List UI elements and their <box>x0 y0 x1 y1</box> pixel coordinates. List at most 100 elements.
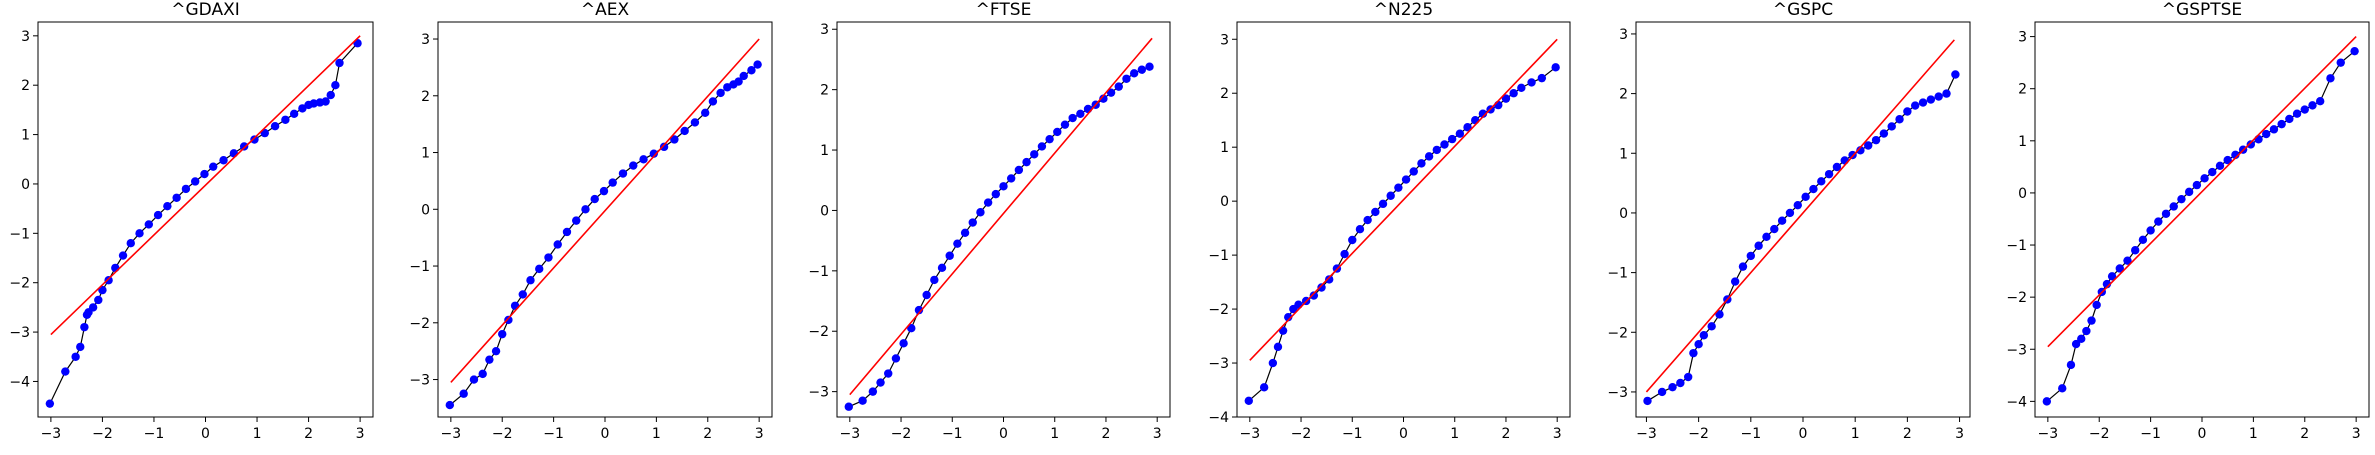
data-point <box>1694 340 1703 349</box>
data-point <box>2138 235 2148 245</box>
data-point <box>1801 192 1810 202</box>
x-tick-label: 1 <box>1851 426 1860 442</box>
data-point <box>2066 360 2076 370</box>
data-point <box>1114 82 1123 91</box>
data-point <box>680 126 689 136</box>
x-tick-label: −1 <box>942 426 963 442</box>
data-point <box>922 290 931 300</box>
data-point <box>1325 275 1334 284</box>
x-tick-label: −3 <box>41 426 62 442</box>
data-point <box>2269 125 2279 134</box>
data-point <box>1363 215 1372 225</box>
x-tick-label: −3 <box>2038 426 2059 442</box>
data-point <box>1099 94 1108 103</box>
y-tick-label: 3 <box>1619 27 1628 43</box>
x-tick-label: 2 <box>1903 426 1912 442</box>
data-point <box>94 295 103 305</box>
data-point <box>250 135 259 144</box>
data-point <box>2087 316 2096 325</box>
y-tick-label: −2 <box>9 276 30 292</box>
data-point <box>2208 167 2217 177</box>
data-point <box>118 251 128 260</box>
data-point <box>144 220 154 229</box>
data-point <box>321 97 330 106</box>
x-tick-label: −1 <box>543 426 564 442</box>
data-point <box>2092 300 2101 310</box>
data-point <box>1864 141 1873 150</box>
data-point <box>1471 116 1480 125</box>
data-point <box>2315 97 2325 106</box>
x-tick-label: 3 <box>1153 426 1162 442</box>
data-point <box>190 177 200 186</box>
y-tick-label: −2 <box>1208 302 1229 318</box>
plot-frame <box>836 21 1171 418</box>
data-point <box>1083 104 1093 114</box>
y-tick-label: 0 <box>2018 186 2027 202</box>
y-tick-label: 3 <box>820 22 829 38</box>
plot-frame <box>1236 21 1571 418</box>
data-point <box>1273 342 1283 352</box>
data-point <box>999 182 1008 191</box>
data-point <box>1707 322 1716 331</box>
data-point <box>1715 310 1724 319</box>
data-point <box>76 342 85 352</box>
data-point <box>2215 161 2225 171</box>
data-point <box>716 88 725 98</box>
x-tick-label: −1 <box>144 426 165 442</box>
y-tick-label: 0 <box>1220 194 1229 210</box>
y-tick-label: 2 <box>2018 82 2027 98</box>
data-point <box>88 303 98 312</box>
data-point <box>914 305 924 315</box>
y-tick-label: 0 <box>1619 206 1628 222</box>
plot-frame <box>37 21 374 418</box>
data-point <box>1777 216 1787 225</box>
x-tick-label: −2 <box>891 426 912 442</box>
data-point <box>2300 105 2309 114</box>
subplot-1: ^GDAXI −3 −2 −1 0 1 2 3 −4 −3 −2 −1 0 1 2 3 <box>9 0 374 442</box>
data-point <box>1856 146 1865 155</box>
data-point <box>1068 113 1077 123</box>
y-tick-label: 1 <box>1619 146 1628 162</box>
data-point <box>1348 235 1357 245</box>
data-point <box>281 115 290 124</box>
chart-title: ^N225 <box>1374 0 1433 20</box>
data-point <box>80 322 89 332</box>
data-point <box>1006 174 1016 183</box>
data-point <box>2131 246 2140 255</box>
data-point <box>937 263 947 273</box>
data-point <box>2308 101 2317 110</box>
data-point <box>2292 109 2302 118</box>
series-line <box>2046 50 2355 402</box>
data-point <box>1683 372 1693 382</box>
data-point <box>518 290 527 299</box>
data-point <box>71 352 80 361</box>
y-tick-label: 2 <box>21 78 30 94</box>
x-tick-label: −2 <box>2089 426 2110 442</box>
data-point <box>1378 199 1388 209</box>
data-point <box>1045 134 1054 144</box>
data-point <box>1517 83 1526 93</box>
data-point <box>734 77 743 86</box>
data-point <box>504 315 513 325</box>
data-point <box>1137 65 1147 74</box>
data-point <box>126 239 135 248</box>
data-point <box>2277 119 2286 129</box>
data-point <box>2184 187 2194 197</box>
data-point <box>945 251 954 260</box>
data-point <box>172 193 181 202</box>
y-tick-label: −2 <box>808 324 829 340</box>
data-point <box>61 367 70 376</box>
y-tick-label: 2 <box>1619 87 1628 103</box>
data-point <box>1309 291 1319 300</box>
data-point <box>478 369 487 379</box>
data-point <box>1871 135 1881 145</box>
data-point <box>1785 208 1795 218</box>
x-tick-label: −2 <box>492 426 513 442</box>
data-point <box>200 169 209 179</box>
data-point <box>219 156 228 165</box>
chart-title: ^FTSE <box>976 0 1032 20</box>
data-point <box>1657 387 1667 397</box>
series-line <box>1248 66 1557 402</box>
